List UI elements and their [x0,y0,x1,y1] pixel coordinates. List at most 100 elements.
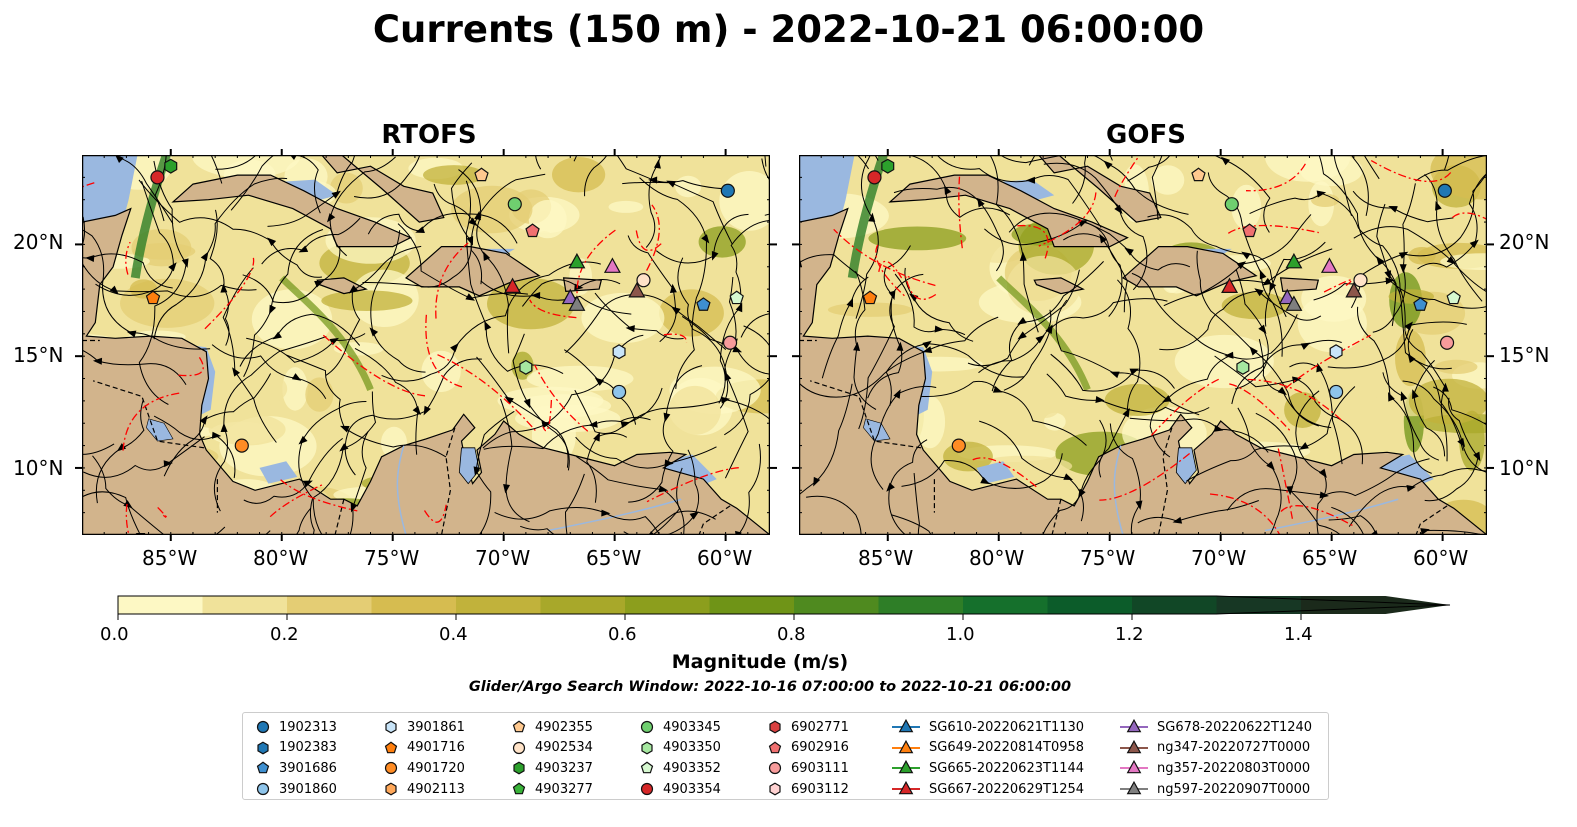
legend-item: SG649-20220814T0958 [891,738,1084,759]
triangle-marker-icon [892,719,920,733]
observation-marker [867,170,882,185]
observation-marker [568,252,586,269]
observation-marker [1236,359,1250,375]
observation-marker [722,335,738,350]
colorbar-segment [1047,596,1133,614]
legend-label: ng597-20220907T0000 [1157,781,1311,797]
triangle-marker-icon [898,781,914,795]
legend-label: 4903350 [663,740,721,756]
legend-item: 4903354 [639,779,721,800]
circle-marker-icon [768,762,782,775]
land-mass [1279,277,1320,293]
observation-marker [881,158,895,174]
legend-column: SG610-20220621T1130 SG649-20220814T0958 SG… [891,717,1084,799]
circle-marker-icon [512,741,526,754]
colorbar-title: Magnitude (m/s) [671,651,849,673]
colorbar-tick-label: 0.2 [270,624,299,645]
lat-tick-label: 20°N [13,230,64,254]
pentagon-marker-icon [640,761,654,774]
colorbar-segment [287,596,373,614]
colorbar-segment [963,596,1049,614]
colorbar-tick-label: 1.4 [1284,624,1313,645]
hexagon-marker-icon [641,741,653,755]
pentagon-marker-icon [384,741,398,754]
legend-item: 6902916 [767,738,849,759]
circle-marker-icon [256,782,270,796]
legend-label: 4902355 [535,719,593,735]
colorbar-segment [540,596,626,614]
observation-marker [234,438,249,453]
legend-label: 4902534 [535,740,593,756]
observation-marker [150,170,165,185]
legend-column: 4903345 4903350 4903352 4903354 [639,717,721,799]
legend-label: SG665-20220623T1144 [929,760,1085,776]
legend-item: 4903277 [511,779,593,800]
lon-tick-label: 85°W [858,546,914,570]
observation-marker [164,158,178,174]
colorbar-segment [202,596,288,614]
circle-marker-icon [256,721,270,734]
legend-label: 6903111 [791,760,849,776]
legend-label: 6903112 [791,781,849,797]
legend-label: SG649-20220814T0958 [929,740,1085,756]
legend-item: SG665-20220623T1144 [891,758,1084,779]
lon-tick-label: 60°W [697,546,753,570]
pentagon-marker-icon [512,782,526,795]
hexagon-marker-icon [769,720,781,734]
observation-marker [1191,167,1206,182]
legend-label: 4903352 [663,760,721,776]
legend-item: 4903237 [511,758,593,779]
observation-marker [474,167,489,182]
triangle-marker-icon [1120,719,1148,733]
colorbar [117,595,1451,620]
land-mass [1121,246,1258,297]
observation-marker [951,438,966,453]
land-mass [1037,155,1162,223]
pentagon-marker-icon [256,761,270,774]
observation-marker [1437,183,1452,198]
legend-label: 3901686 [279,760,337,776]
legend-item: SG678-20220622T1240 [1119,717,1312,738]
pentagon-marker-icon [512,720,526,733]
legend-label: 6902916 [791,740,849,756]
legend-label: 6902771 [791,719,849,735]
legend-label: 4901720 [407,760,465,776]
observation-marker [1285,252,1303,269]
hexagon-marker-icon [385,782,397,796]
legend-item: 6903112 [767,779,849,800]
legend-item: 4903350 [639,738,721,759]
triangle-marker-icon [892,760,920,774]
observation-marker [1446,290,1461,305]
legend-item: ng597-20220907T0000 [1119,779,1312,800]
observation-marker [696,297,711,311]
observation-marker [729,290,744,305]
colorbar-segment [371,596,457,614]
legend-label: 4903277 [535,781,593,797]
legend-label: 4902113 [407,781,465,797]
hexagon-marker-icon [385,720,397,734]
observation-marker [862,290,878,305]
colorbar-tick-label: 0.6 [608,624,637,645]
colorbar-segment [1301,596,1450,614]
hexagon-marker-icon [257,741,269,755]
legend-item: 4902113 [383,779,465,800]
pentagon-marker-icon [768,741,782,754]
lon-tick-label: 80°W [969,546,1025,570]
legend-label: 1902383 [279,740,337,756]
observation-marker [1328,384,1344,400]
observation-marker [1439,335,1455,350]
circle-marker-icon [384,762,398,775]
observation-marker [1345,281,1363,298]
panel-title-rtofs: RTOFS [381,120,477,150]
pentagon-marker-icon [256,761,270,774]
colorbar-tick-label: 0.4 [439,624,468,645]
observation-marker [1329,344,1343,360]
colorbar-segment [456,596,542,614]
legend-item: 3901686 [255,758,337,779]
circle-marker-icon [768,762,782,775]
lat-tick-label: 20°N [1499,230,1550,254]
lon-tick-label: 65°W [1302,546,1358,570]
lon-tick-label: 80°W [253,546,309,570]
legend-label: SG667-20220629T1254 [929,781,1085,797]
triangle-marker-icon [1126,719,1142,733]
